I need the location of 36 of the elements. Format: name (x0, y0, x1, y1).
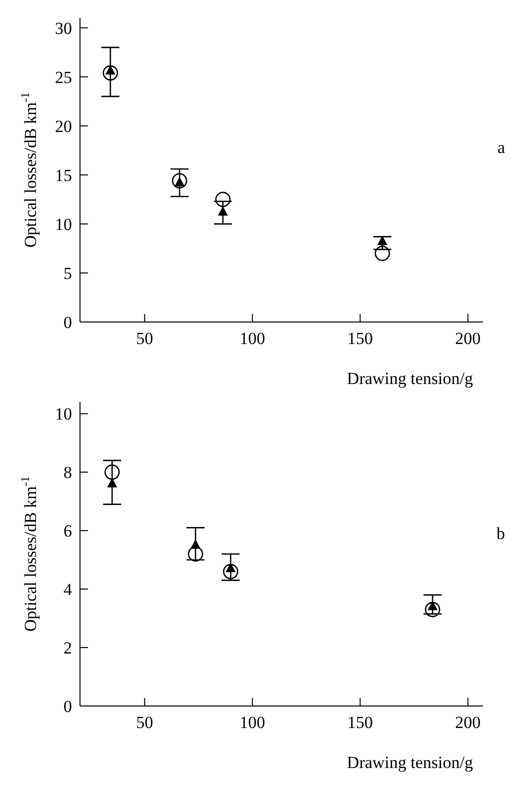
x-tick-label: 100 (240, 329, 266, 348)
x-tick-label: 50 (136, 713, 154, 732)
y-tick-label: 4 (64, 580, 72, 600)
y-tick-label: 8 (64, 463, 72, 482)
y-tick-label: 0 (64, 697, 72, 716)
y-tick-label: 30 (55, 18, 72, 38)
y-tick-label: 20 (55, 116, 72, 136)
x-tick-label: 200 (455, 713, 481, 732)
point (188, 546, 204, 562)
text: a (497, 138, 505, 158)
x-tick-label: 100 (240, 713, 266, 732)
y-tick-label: 10 (55, 404, 72, 424)
point (222, 564, 238, 580)
x-tick-label: 50 (136, 329, 154, 348)
text: b (496, 524, 505, 544)
y-tick-label: 5 (64, 264, 72, 284)
y-tick-label: 0 (64, 313, 72, 332)
point (172, 173, 188, 188)
y-tick-label: 6 (64, 522, 72, 541)
x-tick-label: 200 (455, 329, 481, 348)
point (374, 246, 390, 262)
point (377, 236, 388, 246)
x-tick-label: 150 (347, 329, 373, 348)
y-tick-label: 2 (64, 638, 72, 658)
y-tick-label: 10 (55, 214, 72, 234)
point (104, 464, 120, 480)
point (102, 65, 118, 81)
x-tick-label: 150 (347, 713, 373, 732)
point (424, 602, 440, 618)
point (215, 192, 231, 208)
x-axis-title: Drawing tension/g (346, 369, 474, 388)
point (190, 539, 201, 549)
y-tick-label: 25 (55, 68, 72, 87)
x-axis-title: Drawing tension/g (346, 753, 474, 772)
point (218, 206, 228, 216)
y-tick-label: 15 (55, 166, 72, 185)
